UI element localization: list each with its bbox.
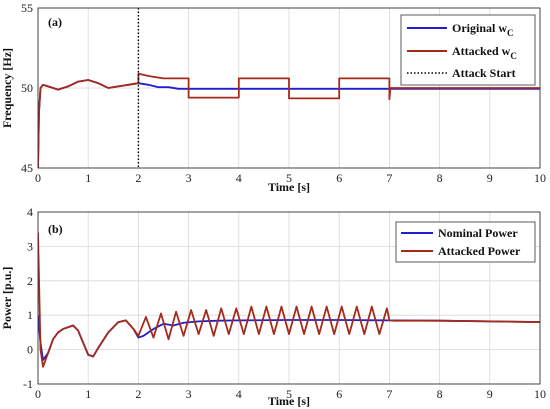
panel-a-x-tick-label: 5 [286,171,292,185]
series-line-attacked-power [38,232,540,368]
panel-b-x-tick-label: 6 [336,387,342,401]
panel-a-x-tick-label: 3 [186,171,192,185]
panel-b-x-tick-label: 3 [186,387,192,401]
panel-a-x-tick-label: 1 [85,171,91,185]
panel-a-x-tick-label: 9 [487,171,493,185]
panel-a-x-tick-label: 7 [386,171,392,185]
panel-b-label: (b) [48,222,63,236]
panel-a-x-tick-label: 10 [534,171,546,185]
panel-b-x-tick-label: 9 [487,387,493,401]
legend-label-attack-start: Attack Start [452,66,516,80]
legend-entry-attacked-wc: Attacked wC [452,44,517,61]
panel-a-x-tick-label: 8 [437,171,443,185]
panel-b-x-tick-label: 5 [286,387,292,401]
panel-b-legend-box [395,221,536,263]
panel-b-x-tick-label: 4 [236,387,242,401]
panel-a-y-tick-label: 50 [21,81,33,95]
panel-b-x-tick-label: 7 [386,387,392,401]
panel-b-y-tick-label: 1 [27,308,33,322]
panel-b-y-tick-label: 4 [27,205,33,219]
legend-label-attacked-power: Attacked Power [438,244,521,258]
panel-a-x-tick-label: 4 [236,171,242,185]
panel-a-label: (a) [48,15,62,29]
panel-b-y-tick-label: 2 [27,274,33,288]
panel-a-x-tick-label: 6 [336,171,342,185]
panel-b-x-tick-label: 1 [85,387,91,401]
panel-b-y-tick-label: 0 [27,343,33,357]
panel-a-y-axis-title: Frequency [Hz] [0,48,14,128]
panel-b-legend: Nominal Power Attacked Power [395,221,536,263]
panel-b-x-tick-label: 8 [437,387,443,401]
legend-label-nominal-power: Nominal Power [438,226,518,240]
panel-b-x-tick-label: 0 [35,387,41,401]
panel-a-x-tick-label: 2 [135,171,141,185]
panel-b-frame [37,211,541,385]
legend-label-original-wc: Original w [452,21,507,35]
legend-subscript-original-wc: C [507,28,514,38]
panel-a-y-tick-label: 45 [21,161,33,175]
panel-a-x-tick-label: 0 [35,171,41,185]
panel-b-x-tick-label: 2 [135,387,141,401]
legend-subscript-attacked-wc: C [510,51,517,61]
panel-a-y-tick-label: 55 [21,1,33,15]
panel-b-x-tick-label: 10 [534,387,546,401]
legend-entry-original-wc: Original wC [452,21,514,38]
legend-label-attacked-wc: Attacked w [452,44,511,58]
panel-a-frame [37,7,541,169]
panel-b-y-tick-label: -1 [23,377,33,391]
panel-b-plot-area [38,232,540,368]
panel-b-y-axis-title: Power [p.u.] [0,267,14,330]
panel-a-plot-area [38,8,540,168]
series-line-attacked-w [38,72,540,168]
panel-a-x-axis-title: Time [s] [268,180,310,194]
panel-b-y-tick-label: 3 [27,239,33,253]
panel-b-x-axis-title: Time [s] [268,394,310,408]
panel-a-legend: Original wC Attacked wC Attack Start [400,14,536,86]
